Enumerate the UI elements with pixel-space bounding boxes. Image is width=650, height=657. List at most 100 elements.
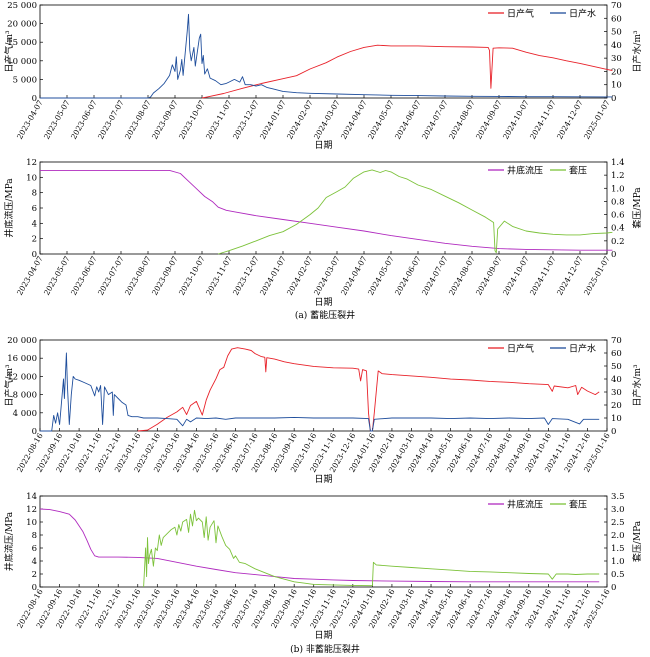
chart-a2-legend-label: 套压 <box>569 165 587 177</box>
chart-a2-xtick-label: 2023-11-07 <box>204 254 234 297</box>
chart-a1-xtick-label: 2023-04-07 <box>15 98 45 141</box>
chart-a1-x-axis-title: 日期 <box>314 140 332 151</box>
chart-a2-ytick-left-label: 10 <box>26 173 37 183</box>
chart-a1-xtick-label: 2024-04-07 <box>339 98 369 141</box>
chart-b2-ytick-left-label: 6 <box>32 544 37 554</box>
chart-b1-series-right-line <box>40 352 600 432</box>
chart-a2-xtick-label: 2024-04-07 <box>339 254 369 297</box>
chart-a1-xtick-label: 2023-11-07 <box>204 98 234 141</box>
chart-a2-xtick-label: 2024-10-07 <box>501 254 531 297</box>
chart-b2-ytick-left-label: 8 <box>32 531 37 541</box>
caption-a: (a) 蓄能压裂井 <box>295 309 355 321</box>
chart-a1-xtick-label: 2024-05-07 <box>366 98 396 141</box>
chart-a1-xtick-label: 2024-02-07 <box>285 98 315 141</box>
chart-b2-ytick-right-label: 3.5 <box>611 492 625 502</box>
chart-b2-ytick-right-label: 1.0 <box>611 557 625 567</box>
chart-a1-ytick-right-label: 50 <box>611 28 622 38</box>
chart-a2-xtick-label: 2024-08-07 <box>447 254 477 297</box>
chart-a1-ytick-left-label: 10 000 <box>7 57 37 67</box>
chart-b1-ytick-right-label: 10 <box>611 414 622 424</box>
chart-b1-series-left-line <box>137 347 600 432</box>
chart-a1-xtick-label: 2024-01-07 <box>258 98 288 141</box>
chart-a1-ytick-right-label: 20 <box>611 67 622 77</box>
chart-a1-y-axis-title-right: 日产水/m³ <box>631 30 643 73</box>
chart-a1: 0 5 000 10 000 15 000 20 000 25 000 0 10 20 30 40 5… <box>3 1 643 151</box>
chart-a1-xtick-label: 2024-12-07 <box>555 98 585 141</box>
chart-a2-ytick-right-label: 0.8 <box>611 197 625 207</box>
chart-a1-series-right-line <box>40 13 613 99</box>
chart-b2-y-axis-title-right: 套压/MPa <box>631 520 643 562</box>
chart-a2-xtick-label: 2023-07-07 <box>96 254 126 297</box>
chart-b2-series-left-line <box>39 508 600 583</box>
chart-a1-xtick-label: 2024-03-07 <box>312 98 342 141</box>
chart-b2-ytick-right-label: 0 <box>611 583 616 593</box>
chart-a1-xtick-label: 2023-08-07 <box>123 98 153 141</box>
chart-a2-xtick-label: 2024-05-07 <box>366 254 396 297</box>
chart-b2-ytick-left-label: 14 <box>26 492 37 502</box>
chart-b2: 0246810121400.51.01.52.02.53.03.52022-08… <box>3 492 643 641</box>
chart-b1-plot-frame <box>39 339 608 432</box>
chart-b2-y-axis-title-left: 井底流压/MPa <box>3 511 15 571</box>
chart-a1-xtick-label: 2024-11-07 <box>528 98 558 141</box>
chart-a2-xtick-label: 2024-01-07 <box>258 254 288 297</box>
chart-b1-ytick-right-label: 40 <box>611 375 622 385</box>
chart-a2-xtick-label: 2023-04-07 <box>15 254 45 297</box>
chart-a2-xtick-label: 2024-07-07 <box>420 254 450 297</box>
chart-b2-ytick-right-label: 0.5 <box>611 570 625 580</box>
chart-a1-y-axis-title-left: 日产气/m³ <box>3 30 15 73</box>
chart-a2-xtick-label: 2023-06-07 <box>69 254 99 297</box>
chart-a1-xtick-label: 2023-10-07 <box>177 98 207 141</box>
chart-b2-series-right-line <box>143 509 600 588</box>
chart-a1-xtick-label: 2024-06-07 <box>393 98 423 141</box>
chart-a2-legend-label: 井底流压 <box>507 165 543 177</box>
chart-a1-series-left-line <box>201 44 613 99</box>
chart-a2-ytick-left-label: 2 <box>32 235 37 245</box>
chart-a2: 0 2 4 6 8 10 12 0 0.2 0.4 0.6 0.8 1.0 1.2 1.4 2023-04-0… <box>3 158 643 308</box>
chart-b2-ytick-left-label: 4 <box>32 557 37 567</box>
chart-a1-xtick-label: 2024-07-07 <box>420 98 450 141</box>
chart-b2-ytick-left-label: 2 <box>32 570 37 580</box>
chart-b1-ytick-right-label: 30 <box>611 388 622 398</box>
chart-a2-xtick-label: 2024-03-07 <box>312 254 342 297</box>
chart-b2-x-axis-title: 日期 <box>314 630 332 641</box>
chart-b1-legend-label: 日产气 <box>507 343 534 355</box>
chart-a1-ytick-right-label: 40 <box>611 41 622 51</box>
chart-a1-ytick-right-label: 30 <box>611 54 622 64</box>
chart-a1-ytick-left-label: 25 000 <box>7 1 37 11</box>
chart-b1-ytick-right-label: 50 <box>611 362 622 372</box>
chart-a1-ytick-right-label: 70 <box>611 1 622 11</box>
chart-b2-ytick-right-label: 1.5 <box>611 544 625 554</box>
chart-a1-xtick-label: 2024-10-07 <box>501 98 531 141</box>
chart-a2-ytick-right-label: 0.4 <box>611 224 625 234</box>
chart-a1-xtick-label: 2024-09-07 <box>474 98 504 141</box>
chart-a1-xtick-label: 2023-06-07 <box>69 98 99 141</box>
chart-a2-xtick-label: 2024-02-07 <box>285 254 315 297</box>
chart-a1-plot-frame <box>39 4 608 99</box>
chart-a2-xtick-label: 2025-01-07 <box>582 254 612 297</box>
chart-a1-xtick-label: 2023-07-07 <box>96 98 126 141</box>
chart-b1-ytick-left-label: 0 <box>32 427 37 437</box>
chart-b2-plot-frame <box>39 495 608 588</box>
chart-b2-ytick-left-label: 12 <box>26 505 37 515</box>
chart-b1-ytick-right-label: 70 <box>611 336 622 346</box>
caption-b: (b) 非蓄能压裂井 <box>290 643 360 655</box>
chart-a2-ytick-left-label: 12 <box>26 158 37 168</box>
chart-a1-legend-label: 日产水 <box>569 8 596 20</box>
chart-b1-ytick-left-label: 20 000 <box>7 336 37 346</box>
chart-a2-xtick-label: 2023-12-07 <box>231 254 261 297</box>
chart-b1-ytick-right-label: 0 <box>611 427 616 437</box>
chart-a2-xtick-label: 2024-09-07 <box>474 254 504 297</box>
chart-a1-xtick-label: 2023-05-07 <box>42 98 72 141</box>
chart-a2-series-left-line <box>40 169 613 251</box>
chart-b2-ytick-left-label: 10 <box>26 518 37 528</box>
chart-a1-ytick-right-label: 0 <box>611 94 616 104</box>
chart-b1-legend-label: 日产水 <box>569 343 596 355</box>
chart-a2-x-axis-title: 日期 <box>314 297 332 308</box>
chart-a2-xtick-label: 2023-09-07 <box>150 254 180 297</box>
chart-a2-ytick-right-label: 1.0 <box>611 184 625 194</box>
chart-a1-ytick-left-label: 0 <box>32 94 37 104</box>
chart-b1: 0 4 000 8 000 12 000 16 000 20 000 0 10 20 30 40 50… <box>3 336 643 485</box>
chart-a2-xtick-label: 2024-12-07 <box>555 254 585 297</box>
chart-a2-ytick-left-label: 4 <box>32 219 37 229</box>
